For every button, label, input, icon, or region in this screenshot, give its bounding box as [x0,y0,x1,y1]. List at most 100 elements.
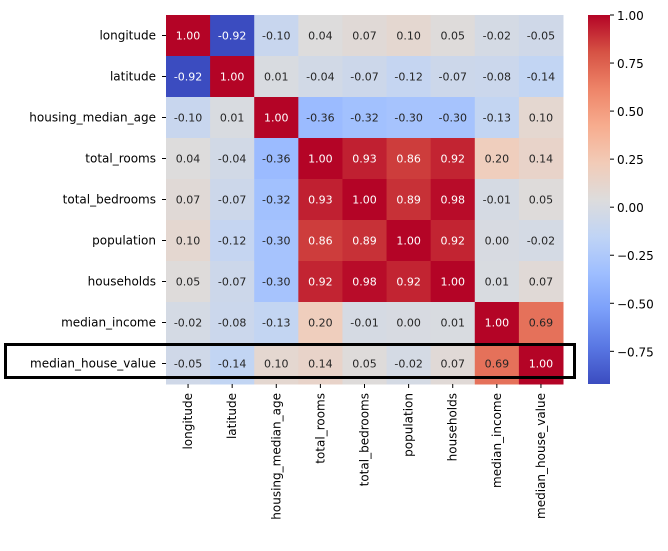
cell-value-label: 1.00 [352,194,377,207]
y-tick-label: median_income [61,316,156,330]
heatmap-cell [342,302,388,344]
x-tick-label: total_bedrooms [358,393,372,486]
cell-value-label: 0.01 [264,71,289,84]
heatmap-cell [430,97,476,139]
heatmap-cell [298,138,343,180]
heatmap-cell [386,138,432,180]
cell-value-label: -0.13 [483,112,511,125]
heatmap-cell [210,302,255,344]
heatmap-cell [342,138,388,180]
heatmap-cell [210,97,255,139]
heatmap-cell [210,220,255,262]
heatmap-cell [298,220,343,262]
cell-value-label: 1.00 [529,358,554,371]
heatmap-cell [210,261,255,303]
colorbar-tick-label: −0.50 [617,297,654,311]
y-tick-label: median_house_value [30,357,156,371]
cell-value-label: 0.92 [308,276,333,289]
heatmap-cell [386,302,432,344]
heatmap-cell [298,15,343,57]
heatmap-cell [518,97,564,139]
heatmap-cell [342,179,388,221]
heatmap-cell [298,302,343,344]
heatmap-cell [342,56,388,98]
cell-value-label: -0.07 [218,194,246,207]
cell-value-label: -0.32 [262,194,290,207]
y-tick-label: population [92,234,156,248]
cell-value-label: -0.01 [350,317,378,330]
cell-value-label: 0.89 [352,235,377,248]
y-axis-labels: longitude latitude housing_median_agetotal… [29,29,166,371]
cell-value-label: 1.00 [308,153,333,166]
heatmap-cell [518,302,564,344]
cell-value-label: -0.12 [394,71,422,84]
y-tick-label: longitude [99,29,156,43]
heatmap-cell [254,302,299,344]
cell-value-label: 0.07 [176,194,201,207]
heatmap-cell [430,56,476,98]
heatmap-cell [166,302,211,344]
cell-value-label: 0.04 [308,30,333,43]
heatmap-cell [430,261,476,303]
cell-value-label: -0.14 [527,71,555,84]
cell-value-label: -0.04 [218,153,246,166]
cell-value-label: 0.10 [176,235,201,248]
row-highlight [4,343,576,379]
heatmap-cell [298,261,343,303]
heatmap-cell [254,220,299,262]
heatmap-cell [254,138,299,180]
heatmap-cell [254,261,299,303]
heatmap-cell [386,261,432,303]
cell-value-label: 0.01 [220,112,245,125]
cell-value-label: -0.02 [483,30,511,43]
cell-value-label: 0.05 [176,276,201,289]
heatmap-cell [210,138,255,180]
cell-value-label: 0.92 [440,153,465,166]
heatmap-cell [430,302,476,344]
cell-value-label: 0.69 [529,317,554,330]
cell-value-label: 1.00 [396,235,421,248]
heatmap-cell [474,56,520,98]
heatmap-cell [518,220,564,262]
cell-value-label: -0.02 [174,317,202,330]
cell-value-label: -0.07 [350,71,378,84]
cell-value-label: 0.93 [352,153,377,166]
cell-value-label: 0.69 [485,358,510,371]
heatmap-cell [166,220,211,262]
colorbar-gradient [588,15,610,384]
y-tick-label: total_bedrooms [63,193,156,207]
heatmap-cell [474,97,520,139]
cell-value-label: 0.00 [396,317,421,330]
colorbar-tick-label: 0.75 [617,57,644,71]
cell-value-label: 0.01 [440,317,465,330]
heatmap-cell [430,179,476,221]
cell-value-label: -0.30 [262,235,290,248]
heatmap-cell [342,261,388,303]
y-tick-label: housing_median_age [29,111,156,125]
colorbar-tick-label: −0.75 [617,345,654,359]
cell-value-label: -0.02 [527,235,555,248]
cell-value-label: 1.00 [264,112,289,125]
cell-value-label: 0.04 [176,153,201,166]
heatmap-cell [474,138,520,180]
highlight-box [4,343,576,379]
heatmap-cell [298,97,343,139]
cell-value-label: -0.32 [350,112,378,125]
heatmap-cell [166,138,211,180]
heatmap-cell [298,179,343,221]
cell-value-label: 0.20 [308,317,333,330]
cell-value-label: -0.01 [483,194,511,207]
cell-value-label: 0.92 [396,276,421,289]
x-tick-label: median_income [490,393,504,488]
cell-value-label: -0.12 [218,235,246,248]
heatmap-cell [474,261,520,303]
cell-value-label: -0.07 [218,276,246,289]
cell-value-label: -0.04 [306,71,334,84]
cell-value-label: 0.10 [396,30,421,43]
cell-value-label: -0.92 [174,71,202,84]
cell-value-label: -0.05 [174,358,202,371]
cell-value-label: 0.98 [440,194,465,207]
cell-value-label: 0.10 [264,358,289,371]
y-tick-label: latitude [110,70,156,84]
